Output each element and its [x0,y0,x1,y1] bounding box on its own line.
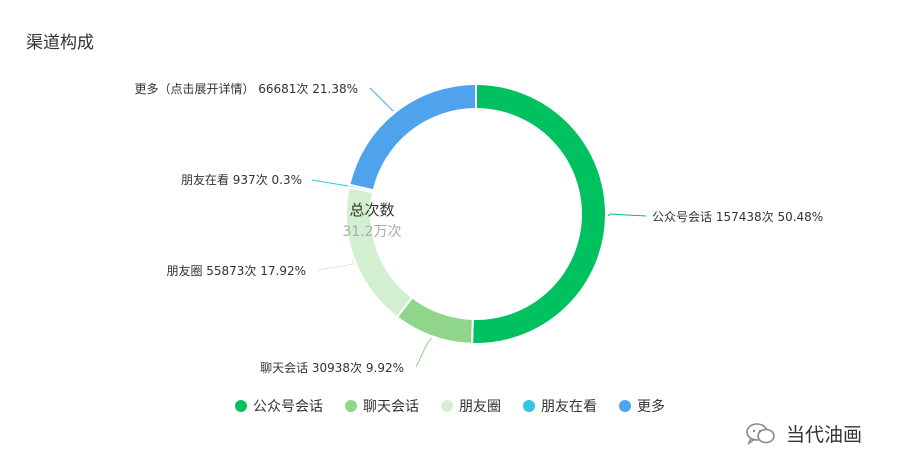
chart-legend: 公众号会话 聊天会话 朋友圈 朋友在看 更多 [0,396,900,416]
leader-line [415,337,433,368]
leader-line [607,213,647,217]
legend-label: 朋友圈 [459,399,501,415]
legend-dot [523,400,535,412]
center-label: 总次数 [349,201,394,219]
legend-item-more[interactable]: 更多 [619,396,665,416]
legend-dot [619,400,631,412]
slice-labels: 公众号会话 157438次 50.48% 聊天会话 30938次 9.92% 朋友圈… [134,81,823,375]
leader-line [311,179,349,187]
slice-label: 公众号会话 157438次 50.48% [652,210,823,224]
legend-label: 聊天会话 [363,399,419,415]
legend-dot [235,400,247,412]
wechat-icon [746,422,775,445]
center-value: 31.2万次 [342,224,401,240]
legend-label: 公众号会话 [253,399,323,415]
leader-line [369,87,395,112]
legend-dot [345,400,357,412]
slice-public-account[interactable] [471,82,607,345]
legend-label: 朋友在看 [541,399,597,415]
label-leader-lines [311,87,647,368]
legend-label: 更多 [637,399,665,415]
slice-chat[interactable] [395,295,474,345]
watermark-text: 当代油画 [785,424,862,446]
watermark: 当代油画 [746,420,862,447]
legend-item-chat[interactable]: 聊天会话 [345,396,419,416]
chart-title: 渠道构成 [26,33,94,53]
leader-line [317,259,355,271]
donut-slices [345,82,607,345]
legend-item-friends-watching[interactable]: 朋友在看 [523,396,597,416]
slice-label[interactable]: 更多（点击展开详情） 66681次 21.38% [134,81,358,96]
legend-dot [441,400,453,412]
slice-label: 聊天会话 30938次 9.92% [260,361,404,375]
slice-label: 朋友在看 937次 0.3% [181,173,302,187]
slice-label: 朋友圈 55873次 17.92% [166,264,306,278]
legend-item-public-account[interactable]: 公众号会话 [235,396,323,416]
legend-item-moments[interactable]: 朋友圈 [441,396,501,416]
slice-more[interactable] [348,82,477,192]
